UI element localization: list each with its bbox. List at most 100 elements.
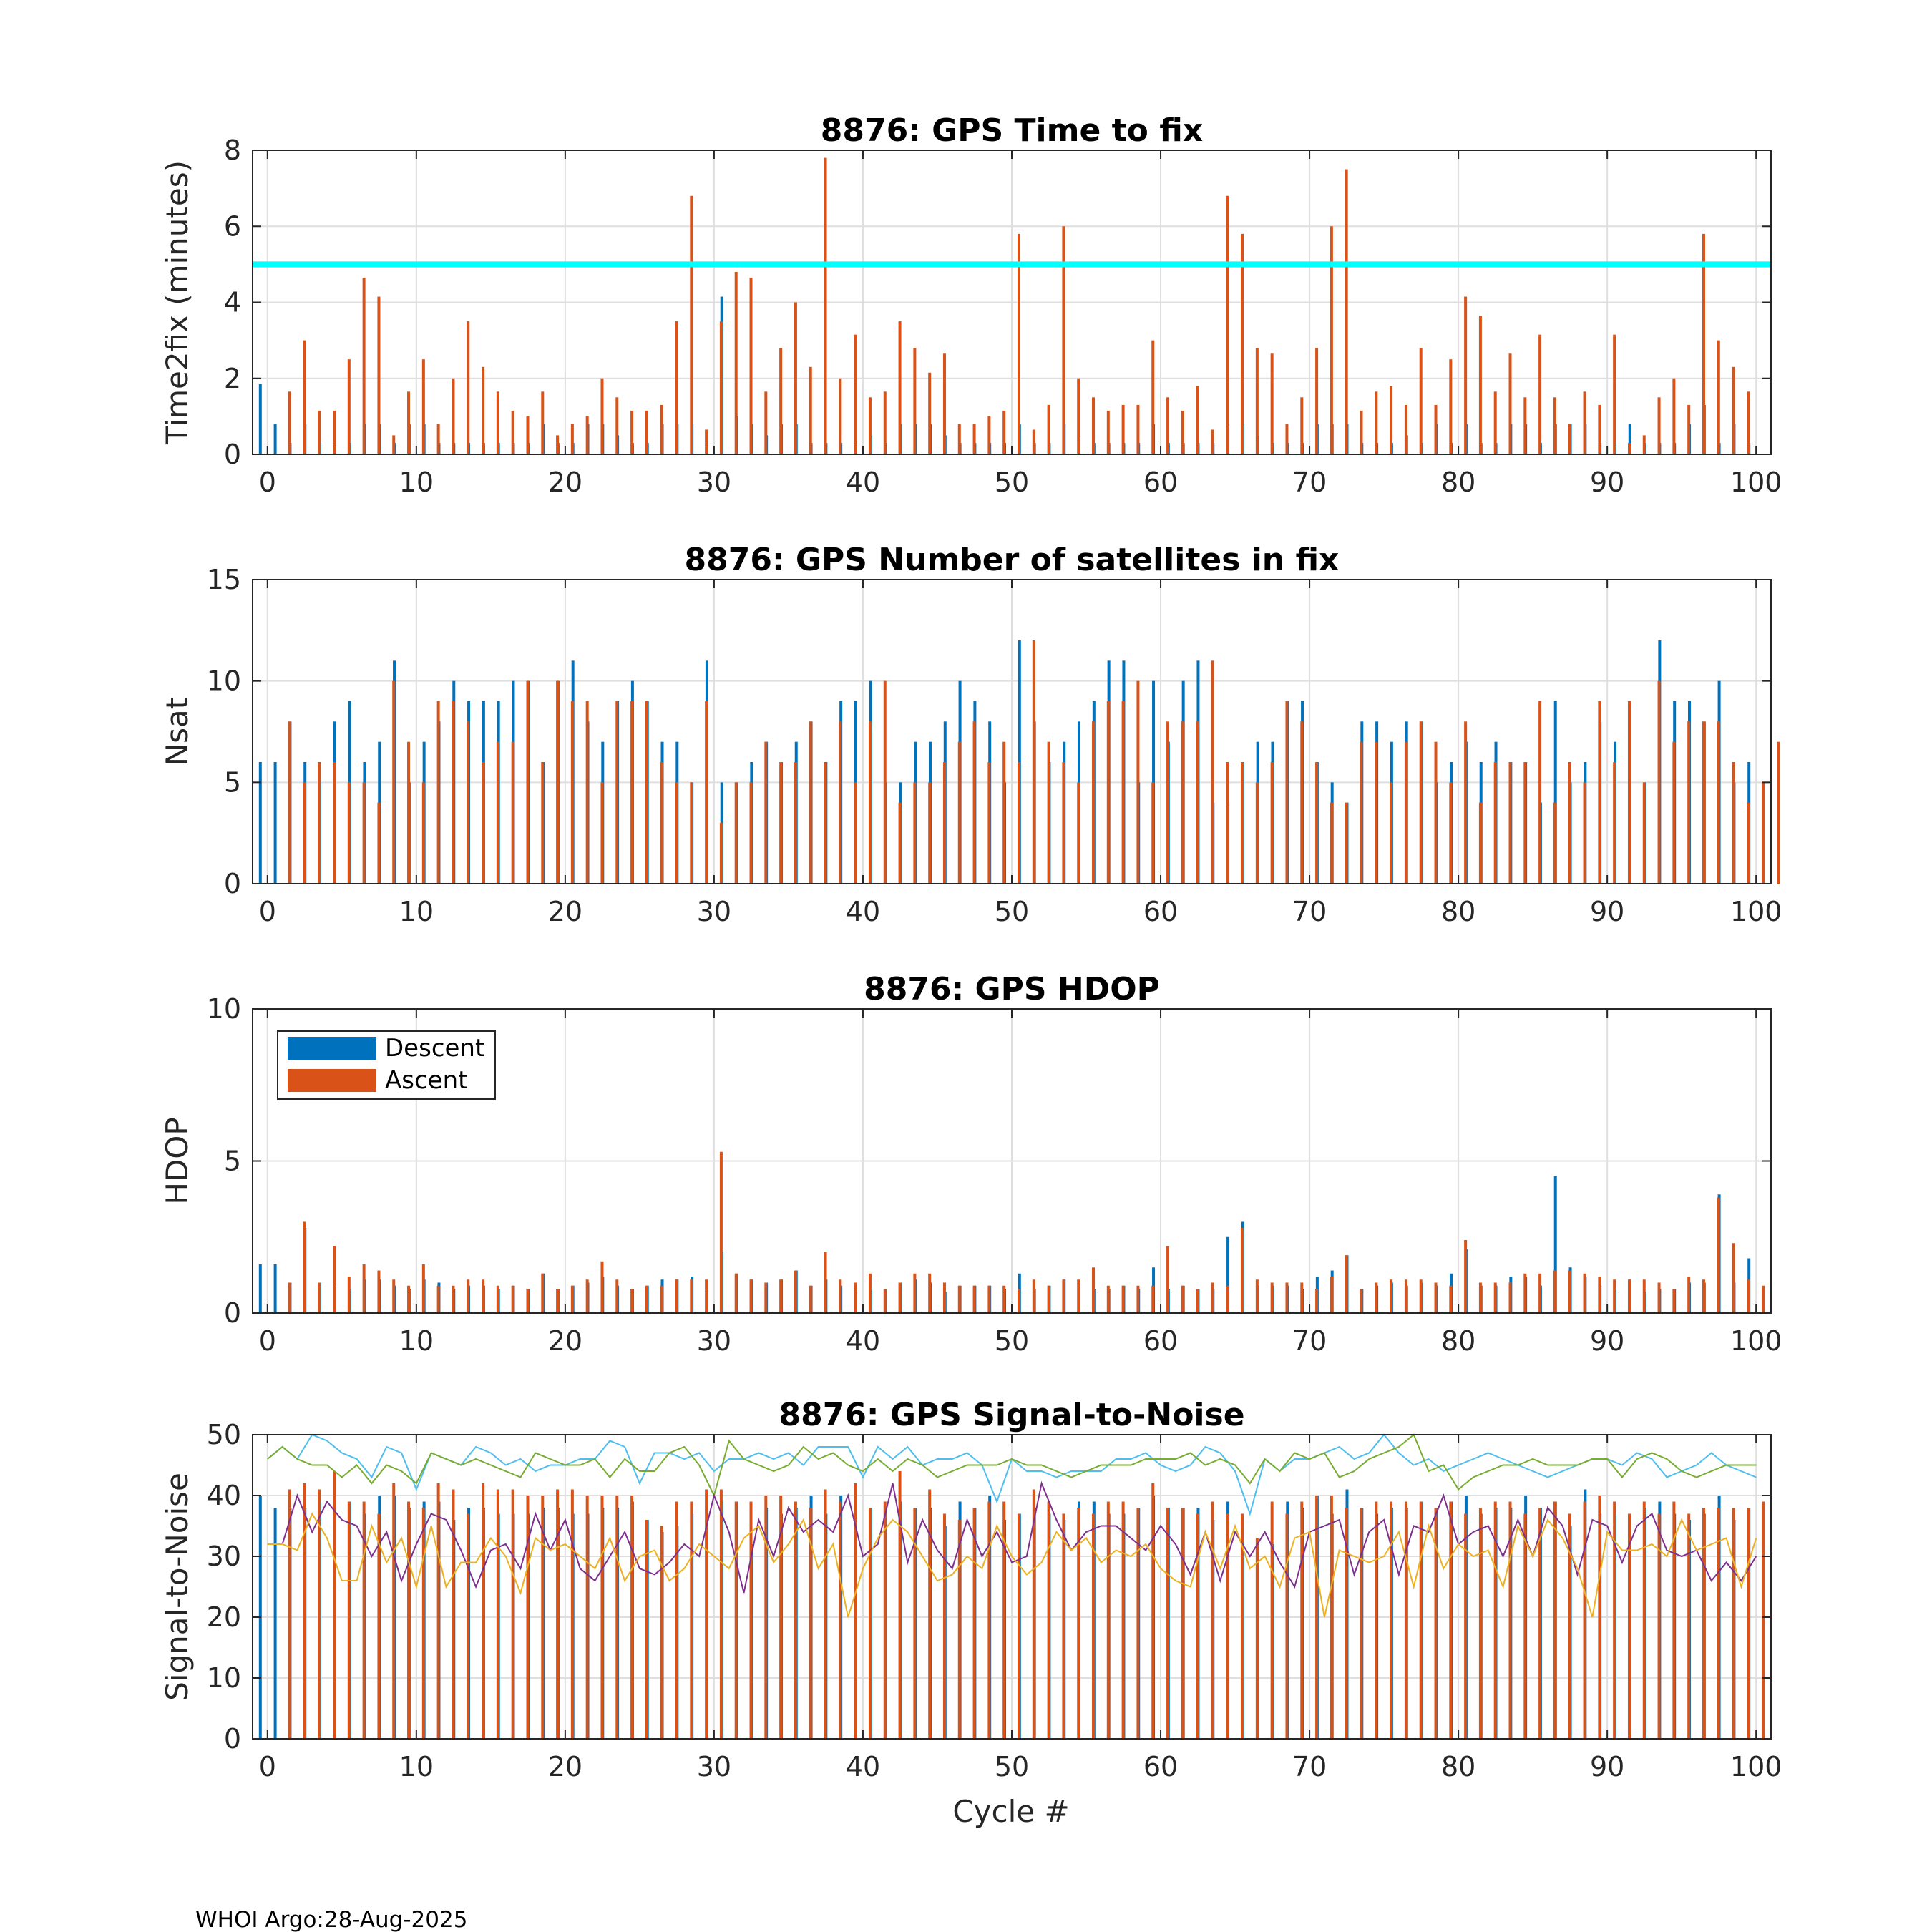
- x-tick-label: 0: [259, 1325, 276, 1357]
- bar-ascent-cycle-13: [467, 1513, 470, 1739]
- bar-descent-cycle-1: [273, 1508, 277, 1739]
- bar-ascent-cycle-44: [928, 782, 932, 884]
- bar-ascent-cycle-14: [482, 366, 485, 454]
- x-tick-label: 80: [1441, 896, 1475, 927]
- bar-ascent-cycle-59: [1151, 1483, 1155, 1739]
- bar-ascent-cycle-45: [942, 353, 946, 454]
- bar-ascent-cycle-83: [1508, 762, 1512, 884]
- bar-ascent-cycle-59: [1151, 340, 1155, 454]
- bar-ascent-cycle-74: [1375, 1282, 1378, 1313]
- chart-title-ttf: 8876: GPS Time to fix: [821, 112, 1203, 149]
- x-tick-label: 60: [1143, 896, 1178, 927]
- bar-ascent-cycle-19: [556, 1289, 560, 1313]
- bar-ascent-cycle-7: [377, 1270, 381, 1313]
- bar-ascent-cycle-8: [392, 1279, 396, 1313]
- bar-descent-cycle-65: [1226, 1236, 1230, 1313]
- bar-ascent-cycle-89: [1598, 701, 1601, 884]
- chart-hdop: 0 10 20 30 40 50 60 70 80 90 100 0 5 10 8876: GPS HDOP…: [160, 971, 1782, 1357]
- bar-ascent-cycle-96: [1702, 1508, 1705, 1739]
- bar-ascent-cycle-89: [1598, 1277, 1601, 1313]
- bar-ascent-cycle-14: [482, 1483, 485, 1739]
- bar-ascent-cycle-99: [1747, 1508, 1750, 1739]
- bar-ascent-cycle-77: [1419, 721, 1423, 884]
- y-axis-label-snr: Signal-to-Noise: [160, 1473, 195, 1701]
- bar-ascent-cycle-63: [1211, 1501, 1214, 1739]
- bar-ascent-cycle-47: [972, 721, 976, 884]
- bar-ascent-cycle-29: [705, 1279, 708, 1313]
- bar-ascent-cycle-70: [1315, 348, 1319, 454]
- bar-ascent-cycle-5: [347, 1277, 351, 1313]
- bar-ascent-cycle-77: [1419, 1501, 1423, 1739]
- bar-ascent-cycle-25: [645, 1285, 648, 1313]
- bar-ascent-cycle-20: [570, 1285, 574, 1313]
- y-tick-label: 15: [207, 564, 241, 595]
- y-tick-label: 0: [224, 868, 241, 899]
- bar-ascent-cycle-75: [1390, 782, 1393, 884]
- bar-ascent-cycle-49: [1002, 410, 1006, 454]
- bar-descent-cycle-1: [273, 424, 277, 454]
- bar-ascent-cycle-33: [764, 1282, 768, 1313]
- bar-ascent-cycle-87: [1568, 1270, 1571, 1313]
- bar-ascent-cycle-2: [303, 782, 306, 884]
- bar-ascent-cycle-21: [585, 1279, 589, 1313]
- bar-ascent-cycle-5: [347, 782, 351, 884]
- bar-ascent-cycle-55: [1092, 1267, 1096, 1313]
- bar-ascent-cycle-42: [898, 1282, 902, 1313]
- bar-ascent-cycle-51: [1032, 429, 1035, 454]
- bar-ascent-cycle-53: [1062, 762, 1065, 884]
- bar-ascent-cycle-34: [779, 762, 783, 884]
- bar-descent-cycle-1: [273, 762, 277, 884]
- bar-ascent-cycle-47: [972, 1285, 976, 1313]
- bar-ascent-cycle-62: [1196, 1513, 1199, 1739]
- bar-ascent-cycle-38: [839, 1279, 842, 1313]
- bar-ascent-cycle-65: [1241, 233, 1244, 454]
- bar-ascent-cycle-53: [1062, 1279, 1065, 1313]
- bar-ascent-cycle-6: [362, 277, 366, 454]
- bar-ascent-cycle-36: [809, 721, 812, 884]
- bar-ascent-cycle-94: [1672, 1289, 1676, 1313]
- y-tick-label: 10: [207, 1662, 241, 1694]
- bar-ascent-cycle-39: [854, 1483, 857, 1739]
- y-axis-label-hdop: HDOP: [160, 1117, 195, 1204]
- bar-ascent-cycle-66: [1255, 782, 1259, 884]
- bar-ascent-cycle-93: [1657, 397, 1661, 454]
- bar-ascent-cycle-76: [1404, 404, 1407, 454]
- bar-ascent-cycle-43: [913, 782, 917, 884]
- bar-ascent-cycle-33: [764, 391, 768, 454]
- bar-ascent-cycle-18: [541, 1273, 545, 1313]
- bar-ascent-cycle-3: [318, 1282, 321, 1313]
- bar-descent-cycle-92: [1628, 424, 1631, 454]
- bar-ascent-cycle-49: [1002, 1501, 1006, 1739]
- bar-ascent-cycle-25: [645, 1520, 648, 1739]
- bar-ascent-cycle-27: [675, 321, 678, 454]
- x-tick-label: 80: [1441, 1325, 1475, 1357]
- y-tick-label: 5: [224, 1146, 241, 1177]
- bar-ascent-cycle-10: [421, 359, 425, 454]
- bar-ascent-cycle-21: [585, 1496, 589, 1739]
- bar-ascent-cycle-59: [1151, 1285, 1155, 1313]
- bar-ascent-cycle-88: [1583, 782, 1586, 884]
- bar-ascent-cycle-29: [705, 701, 708, 884]
- y-tick-label: 50: [207, 1419, 241, 1450]
- bar-ascent-cycle-28: [690, 1501, 693, 1739]
- bar-ascent-cycle-100: [1762, 782, 1765, 884]
- bar-ascent-cycle-85: [1538, 334, 1542, 454]
- bar-ascent-cycle-38: [839, 378, 842, 454]
- legend-swatch-ascent: [288, 1069, 376, 1092]
- bar-ascent-cycle-18: [541, 391, 545, 454]
- bar-ascent-cycle-45: [942, 1282, 946, 1313]
- bar-ascent-cycle-36: [809, 1508, 812, 1739]
- bar-ascent-cycle-64: [1226, 762, 1229, 884]
- bar-ascent-cycle-3: [318, 762, 321, 884]
- bar-ascent-cycle-64: [1226, 195, 1229, 454]
- bar-ascent-cycle-1: [288, 391, 291, 454]
- bar-ascent-cycle-13: [467, 1279, 470, 1313]
- bar-ascent-cycle-26: [660, 1526, 663, 1739]
- bar-ascent-cycle-23: [615, 1279, 619, 1313]
- bar-ascent-cycle-51: [1032, 1489, 1035, 1739]
- bar-ascent-cycle-63: [1211, 660, 1214, 884]
- legend-label-descent: Descent: [385, 1034, 484, 1063]
- bar-ascent-cycle-59: [1151, 782, 1155, 884]
- x-tick-label: 50: [995, 1751, 1029, 1782]
- bar-ascent-cycle-30: [719, 1489, 723, 1739]
